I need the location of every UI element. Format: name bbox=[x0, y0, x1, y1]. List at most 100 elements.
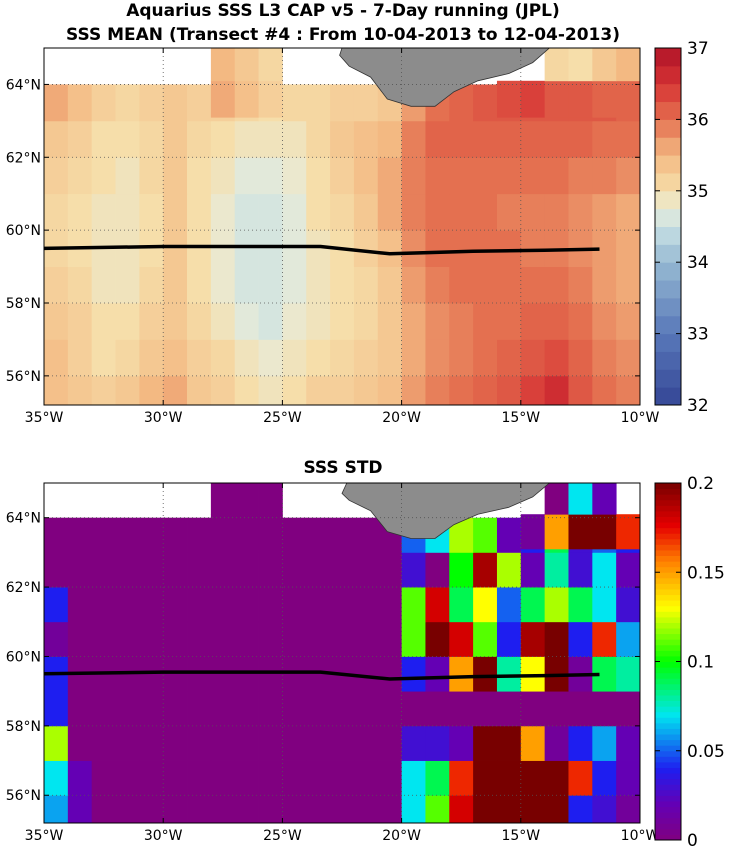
top-heatmap-cell bbox=[568, 266, 593, 304]
bottom-heatmap-cell bbox=[592, 483, 617, 515]
top-heatmap-cell bbox=[473, 120, 498, 158]
bottom-heatmap-cell bbox=[210, 621, 236, 657]
top-heatmap-cell bbox=[425, 303, 450, 340]
bottom-colorbar-swatch bbox=[655, 823, 681, 830]
bottom-heatmap-cell bbox=[210, 587, 236, 623]
bottom-heatmap-cell bbox=[401, 725, 426, 761]
top-heatmap-cell bbox=[115, 193, 140, 231]
top-heatmap-cell bbox=[234, 120, 259, 158]
top-heatmap-cell bbox=[139, 303, 164, 340]
bottom-x-tick-label: 25°W bbox=[263, 828, 302, 844]
top-heatmap-cell bbox=[449, 193, 474, 231]
top-heatmap-cell bbox=[139, 157, 164, 195]
bottom-colorbar-swatch bbox=[655, 555, 681, 562]
top-heatmap-cell bbox=[496, 375, 522, 405]
bottom-colorbar-swatch bbox=[655, 527, 681, 534]
bottom-colorbar-swatch bbox=[655, 717, 681, 724]
bottom-heatmap-cell bbox=[306, 517, 331, 553]
bottom-heatmap-cell bbox=[306, 552, 331, 588]
top-heatmap-cell bbox=[616, 193, 640, 231]
top-heatmap-cell bbox=[520, 375, 546, 405]
top-heatmap-cell bbox=[496, 120, 522, 158]
top-heatmap-cell bbox=[616, 339, 640, 377]
top-heatmap-cell bbox=[449, 266, 474, 304]
bottom-heatmap-cell bbox=[496, 691, 522, 727]
top-x-tick-label: 20°W bbox=[382, 410, 421, 426]
bottom-heatmap-cell bbox=[401, 760, 426, 796]
bottom-colorbar-swatch bbox=[655, 773, 681, 780]
top-heatmap-cell bbox=[496, 339, 522, 377]
bottom-heatmap-cell bbox=[282, 656, 307, 692]
bottom-colorbar-swatch bbox=[655, 661, 681, 668]
bottom-heatmap-cell bbox=[234, 552, 259, 588]
bottom-heatmap-cell bbox=[353, 760, 379, 796]
top-colorbar-swatch bbox=[655, 119, 681, 138]
bottom-heatmap-cell bbox=[44, 587, 69, 623]
top-heatmap-cell bbox=[91, 303, 116, 340]
top-heatmap-cell bbox=[568, 157, 593, 195]
top-colorbar-frame bbox=[654, 47, 682, 406]
top-heatmap-cell bbox=[187, 230, 212, 267]
bottom-heatmap-cell bbox=[473, 725, 498, 761]
top-heatmap-cell bbox=[473, 230, 498, 267]
bottom-heatmap-cell bbox=[67, 760, 93, 796]
top-heatmap-cell bbox=[377, 193, 402, 231]
top-heatmap-cell bbox=[282, 230, 307, 267]
bottom-heatmap-cell bbox=[401, 621, 426, 657]
bottom-heatmap-cell bbox=[258, 656, 283, 692]
top-heatmap-cell bbox=[306, 84, 331, 122]
top-heatmap-cell bbox=[115, 266, 140, 304]
bottom-heatmap-cell bbox=[330, 517, 355, 553]
bottom-heatmap-cell bbox=[306, 795, 331, 823]
bottom-heatmap-cell bbox=[163, 795, 188, 823]
bottom-heatmap-cell bbox=[187, 552, 212, 588]
bottom-heatmap-cell bbox=[544, 795, 569, 823]
bottom-heatmap-cell bbox=[544, 483, 569, 515]
bottom-heatmap-cell bbox=[473, 760, 498, 796]
bottom-heatmap-cell bbox=[568, 587, 593, 623]
bottom-heatmap-cell bbox=[496, 552, 522, 588]
top-x-tick-label: 35°W bbox=[25, 410, 64, 426]
bottom-heatmap-cell bbox=[91, 691, 116, 727]
bottom-heatmap-cell bbox=[544, 760, 569, 796]
bottom-heatmap-cell bbox=[353, 725, 379, 761]
bottom-heatmap-cell bbox=[616, 514, 640, 550]
top-colorbar-tick-label: 33 bbox=[687, 325, 709, 345]
bottom-heatmap-cell bbox=[234, 621, 259, 657]
top-colorbar-swatch bbox=[655, 208, 681, 227]
bottom-heatmap-cell bbox=[44, 795, 69, 823]
bottom-chart-plot-area: 35°W 30°W 25°W 20°W 15°W 10°W 56°N 58°N 60°N 62°N… bbox=[6, 482, 660, 844]
top-colorbar-swatch bbox=[655, 190, 681, 210]
top-heatmap-cell bbox=[282, 157, 307, 195]
bottom-heatmap-cell bbox=[401, 691, 426, 727]
top-heatmap-cell bbox=[568, 339, 593, 377]
top-heatmap-cell bbox=[592, 157, 617, 195]
bottom-heatmap-cell bbox=[187, 760, 212, 796]
bottom-colorbar-swatch bbox=[655, 594, 681, 601]
bottom-heatmap-cell bbox=[258, 725, 283, 761]
bottom-heatmap-cell bbox=[568, 760, 593, 796]
top-heatmap-cell bbox=[353, 120, 379, 158]
bottom-colorbar-tick-label: 0 bbox=[687, 831, 698, 851]
top-heatmap-cell bbox=[401, 266, 426, 304]
bottom-heatmap-cell bbox=[520, 587, 546, 623]
bottom-heatmap-cell bbox=[616, 552, 640, 588]
top-heatmap-cell bbox=[496, 266, 522, 304]
top-heatmap-cell bbox=[139, 375, 164, 405]
top-heatmap-cell bbox=[163, 339, 188, 377]
top-colorbar-tick-label: 36 bbox=[687, 110, 709, 130]
bottom-heatmap-cell bbox=[520, 795, 546, 823]
bottom-heatmap-cell bbox=[67, 691, 93, 727]
top-colorbar-swatch bbox=[655, 65, 681, 85]
top-heatmap-cell bbox=[91, 157, 116, 195]
top-heatmap-cell bbox=[258, 120, 283, 158]
top-heatmap-cell bbox=[592, 339, 617, 377]
top-heatmap-cell bbox=[425, 193, 450, 231]
bottom-heatmap-cell bbox=[115, 725, 140, 761]
top-heatmap-cell bbox=[234, 266, 259, 304]
bottom-x-tick-label: 10°W bbox=[621, 828, 660, 844]
top-heatmap-cell bbox=[473, 303, 498, 340]
bottom-heatmap-cell bbox=[496, 760, 522, 796]
top-heatmap-cell bbox=[282, 193, 307, 231]
top-heatmap-cell bbox=[306, 157, 331, 195]
